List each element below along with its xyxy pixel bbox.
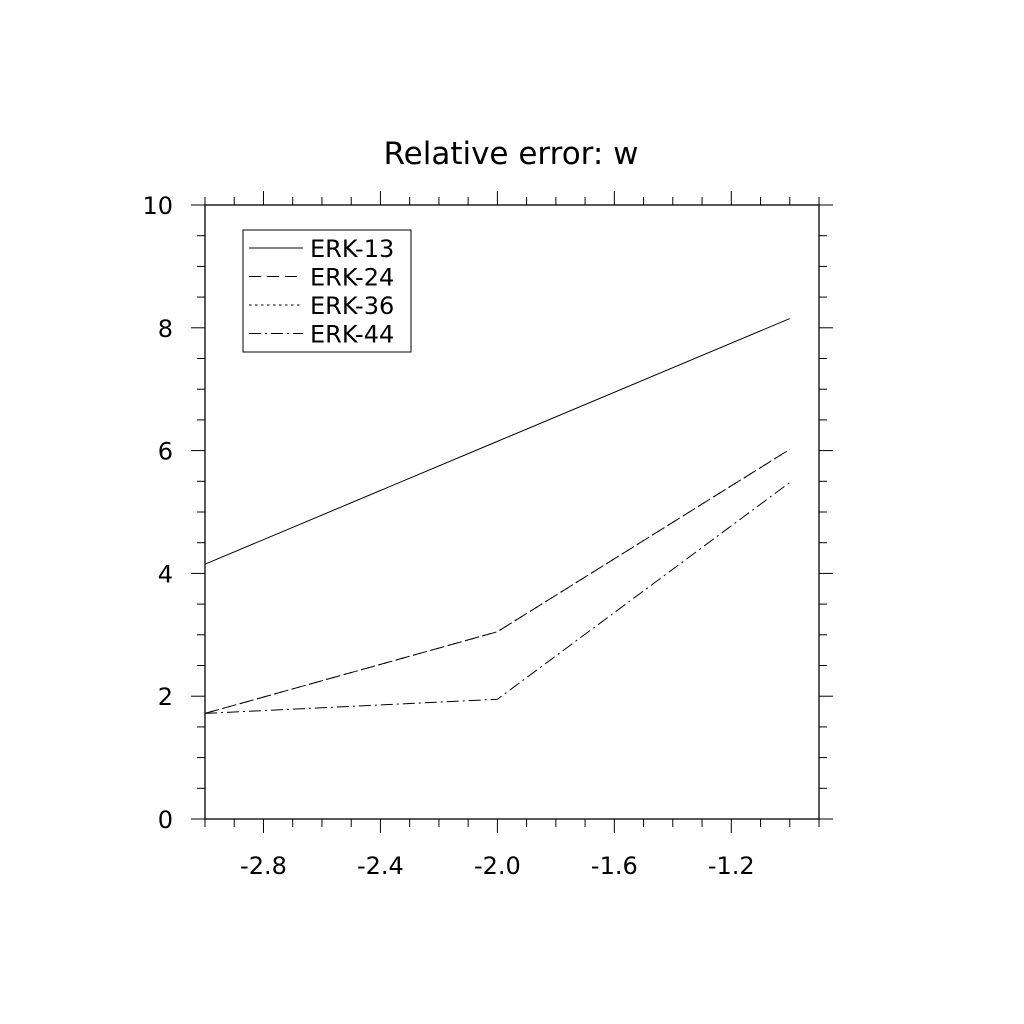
legend-label: ERK-13 bbox=[310, 235, 394, 263]
series-line-erk-44 bbox=[204, 482, 791, 714]
axis-ticks: 0 2 4 6 8 10 -2.8 -2.4 -2.0 -1.6 -1.2 bbox=[142, 191, 833, 880]
legend-label: ERK-44 bbox=[310, 321, 394, 349]
x-tick-label: -2.8 bbox=[240, 852, 287, 880]
legend-label: ERK-36 bbox=[310, 292, 394, 320]
x-tick-label: -2.4 bbox=[357, 852, 404, 880]
y-tick-label: 0 bbox=[158, 806, 173, 834]
x-tick-label: -2.0 bbox=[474, 852, 521, 880]
series-line-erk-36 bbox=[204, 448, 791, 714]
chart-title: Relative error: w bbox=[383, 136, 638, 172]
series-line-erk-24 bbox=[204, 448, 791, 714]
x-tick-label: -1.6 bbox=[591, 852, 638, 880]
legend-label: ERK-24 bbox=[310, 264, 394, 292]
y-tick-label: 10 bbox=[142, 192, 173, 220]
series-line-erk-13 bbox=[204, 318, 790, 565]
x-tick-label: -1.2 bbox=[708, 852, 755, 880]
y-tick-label: 8 bbox=[158, 315, 173, 343]
legend-box bbox=[242, 229, 412, 353]
y-tick-label: 6 bbox=[158, 438, 173, 466]
series-lines bbox=[204, 318, 791, 714]
y-tick-label: 4 bbox=[158, 560, 173, 588]
y-tick-label: 2 bbox=[158, 683, 173, 711]
